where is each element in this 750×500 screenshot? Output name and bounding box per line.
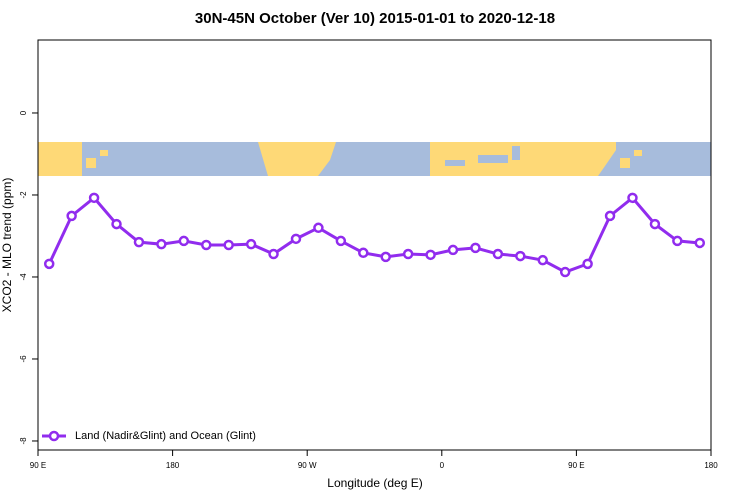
data-point xyxy=(201,239,212,251)
data-point xyxy=(335,235,347,247)
legend-marker xyxy=(48,430,60,442)
data-point xyxy=(178,235,190,247)
x-axis-label: Longitude (deg E) xyxy=(327,476,422,490)
data-point xyxy=(537,254,548,266)
data-point xyxy=(111,218,122,230)
data-point xyxy=(290,233,302,245)
data-point xyxy=(66,210,77,222)
y-axis-label: XCO2 - MLO trend (ppm) xyxy=(0,178,14,313)
data-point xyxy=(268,248,279,260)
data-point xyxy=(492,248,504,260)
data-point xyxy=(649,218,661,230)
data-point xyxy=(88,192,100,204)
y-tick-label: -8 xyxy=(19,437,28,445)
plot-frame xyxy=(37,39,712,451)
data-point xyxy=(559,266,571,278)
data-point xyxy=(358,247,369,259)
data-point xyxy=(582,258,593,270)
data-point xyxy=(402,248,414,260)
map-band xyxy=(38,142,711,176)
data-point xyxy=(515,250,526,262)
legend-label: Land (Nadir&Glint) and Ocean (Glint) xyxy=(75,430,256,442)
y-tick-label: 0 xyxy=(19,110,28,115)
data-point xyxy=(133,236,145,248)
y-tick-label: -6 xyxy=(19,355,28,363)
x-tick-label: 90 E xyxy=(30,461,46,470)
x-tick-label: 0 xyxy=(440,461,445,470)
y-tick-label: -4 xyxy=(19,273,28,281)
data-point xyxy=(604,210,616,222)
data-point xyxy=(470,242,481,254)
data-point xyxy=(43,258,55,270)
data-point xyxy=(694,237,706,249)
data-point xyxy=(425,249,436,261)
chart-title: 30N-45N October (Ver 10) 2015-01-01 to 2… xyxy=(195,10,555,27)
data-point xyxy=(156,238,167,250)
data-point xyxy=(672,235,683,247)
y-tick-label: -2 xyxy=(19,191,28,199)
data-point xyxy=(223,239,234,251)
data-point xyxy=(380,251,391,263)
x-tick-label: 180 xyxy=(166,461,180,470)
series-line xyxy=(47,195,700,274)
x-tick-label: 90 E xyxy=(568,461,584,470)
data-point xyxy=(245,238,257,250)
data-point xyxy=(313,222,324,234)
x-tick-label: 90 W xyxy=(298,461,317,470)
data-point xyxy=(627,192,638,204)
data-point xyxy=(447,244,459,256)
x-tick-label: 180 xyxy=(704,461,718,470)
